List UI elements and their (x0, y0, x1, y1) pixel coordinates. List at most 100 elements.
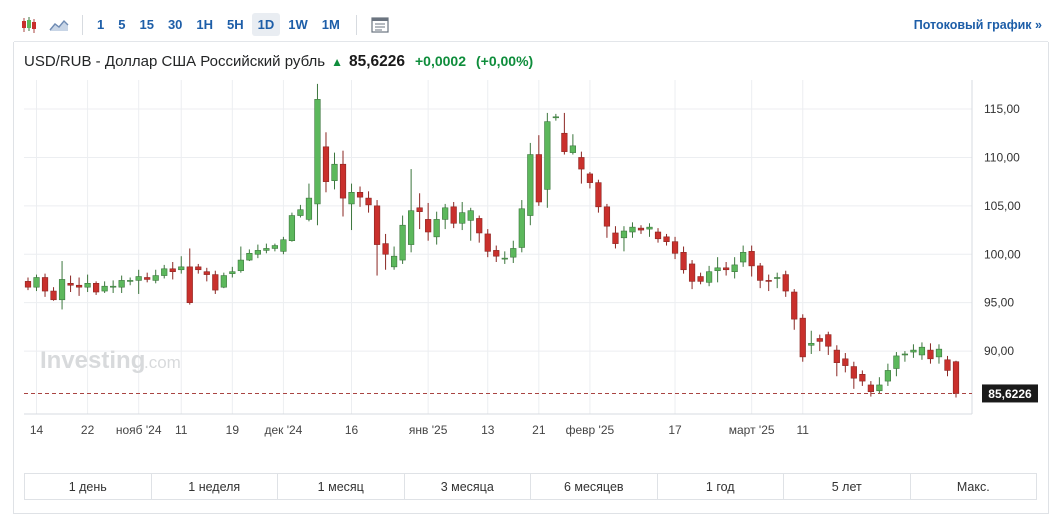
y-tick-label: 105,00 (984, 199, 1021, 213)
timeframe-5[interactable]: 5 (118, 17, 126, 32)
candle-down (450, 206, 457, 224)
candle-up (178, 266, 185, 271)
candle-up (706, 271, 713, 283)
period-button-0[interactable]: 1 день (25, 474, 152, 499)
candle-down (322, 146, 330, 182)
y-tick-label: 100,00 (984, 247, 1021, 261)
period-button-7[interactable]: Макс. (956, 479, 990, 494)
x-tick-label: дек '24 (264, 423, 302, 437)
instrument-header: USD/RUB - Доллар США Российский рубль ▲ … (24, 53, 533, 71)
timeframe-1w[interactable]: 1W (288, 17, 308, 32)
candle-up (629, 226, 636, 233)
candle-down (833, 349, 840, 363)
candle-down (195, 266, 202, 271)
x-tick-label: 17 (668, 423, 682, 437)
candle-up (33, 277, 40, 288)
period-button-5[interactable]: 1 год (658, 474, 784, 499)
x-tick-label: март '25 (729, 423, 775, 437)
candle-up (876, 384, 883, 392)
timeframe-30[interactable]: 30 (167, 17, 183, 32)
candle-up (740, 252, 747, 263)
candle-up (135, 276, 142, 281)
candle-down (493, 250, 500, 257)
candle-down (578, 157, 585, 170)
candle-up (271, 245, 278, 249)
toolbar-divider (355, 14, 357, 35)
candle-up (646, 226, 653, 230)
up-arrow-icon: ▲ (331, 55, 343, 69)
candle-up (246, 252, 253, 261)
timeframe-1h[interactable]: 1H (196, 17, 214, 32)
news-panel-icon[interactable] (365, 12, 395, 38)
stream-chart-link[interactable]: Потоковый график » (913, 17, 1042, 32)
price-change-percent: (+0,00%) (475, 53, 534, 69)
candlestick-chart[interactable]: 115,00 110,00 105,00 100,00 95,00 90,00 14 22 но… (14, 76, 1048, 446)
candle-down (859, 374, 866, 382)
candle-up (459, 212, 466, 224)
timeframe-1m[interactable]: 1M (321, 17, 340, 32)
candle-down (757, 265, 764, 281)
candle-down (365, 197, 372, 206)
period-button-2[interactable]: 1 месяц (278, 474, 405, 499)
timeframe-1d[interactable]: 1D (251, 13, 281, 36)
candle-down (186, 266, 193, 303)
instrument-title: USD/RUB - Доллар США Российский рубль (24, 53, 326, 70)
candle-up (280, 239, 287, 252)
timeframe-5h[interactable]: 5H (227, 17, 244, 32)
candle-up (348, 192, 355, 205)
candle-up (731, 264, 738, 272)
candle-down (867, 384, 874, 393)
candle-down (425, 219, 432, 233)
candle-down (50, 290, 57, 301)
x-tick-label: 21 (532, 423, 546, 437)
candle-up (620, 230, 628, 239)
candle-down (144, 277, 151, 280)
last-price-label: 85,6226 (988, 387, 1032, 401)
candle-down (535, 154, 542, 203)
candle-down (67, 283, 74, 286)
x-tick-label: янв '25 (409, 423, 448, 437)
candle-down (484, 233, 491, 252)
timeframe-15[interactable]: 15 (139, 17, 154, 32)
candle-up (110, 285, 117, 288)
candle-down (203, 271, 210, 275)
candle-down (476, 218, 483, 234)
candle-down (944, 359, 951, 371)
period-button-4[interactable]: 6 месяцев (531, 474, 658, 499)
x-tick-label: 14 (30, 423, 44, 437)
price-change: +0,0002 (414, 53, 466, 69)
candle-up (442, 207, 449, 220)
candle-up (84, 283, 91, 288)
candle-up (297, 209, 304, 216)
candle-down (663, 236, 670, 242)
candle-up (390, 255, 398, 268)
candle-up (544, 121, 551, 190)
timeframe-1[interactable]: 1 (97, 17, 105, 32)
candlestick-icon[interactable] (14, 12, 44, 38)
candle-down (212, 274, 219, 291)
candle-up (399, 224, 406, 261)
candle-down (339, 163, 347, 199)
candle-down (748, 251, 755, 267)
candle-down (799, 317, 806, 358)
period-button-1[interactable]: 1 неделя (152, 474, 278, 499)
candle-up (263, 248, 270, 251)
period-button-6[interactable]: 5 лет (784, 474, 911, 499)
candle-up (220, 275, 227, 288)
candle-down (595, 182, 602, 208)
candle-up (305, 197, 313, 220)
x-tick-label: февр '25 (566, 423, 615, 437)
x-tick-label: нояб '24 (116, 423, 162, 437)
candle-up (254, 250, 261, 255)
candle-up (331, 163, 338, 181)
candle-down (75, 284, 83, 288)
candle-down (373, 205, 381, 245)
candle-up (501, 257, 508, 260)
timeframe-group: 1 5 15 30 1H 5H 1D 1W 1M (91, 13, 348, 36)
candle-down (952, 361, 960, 394)
period-button-3[interactable]: 3 месяца (405, 474, 531, 499)
candle-up (127, 280, 134, 282)
candle-down (356, 192, 364, 198)
x-tick-label: 11 (797, 423, 810, 437)
area-chart-icon[interactable] (44, 12, 74, 38)
